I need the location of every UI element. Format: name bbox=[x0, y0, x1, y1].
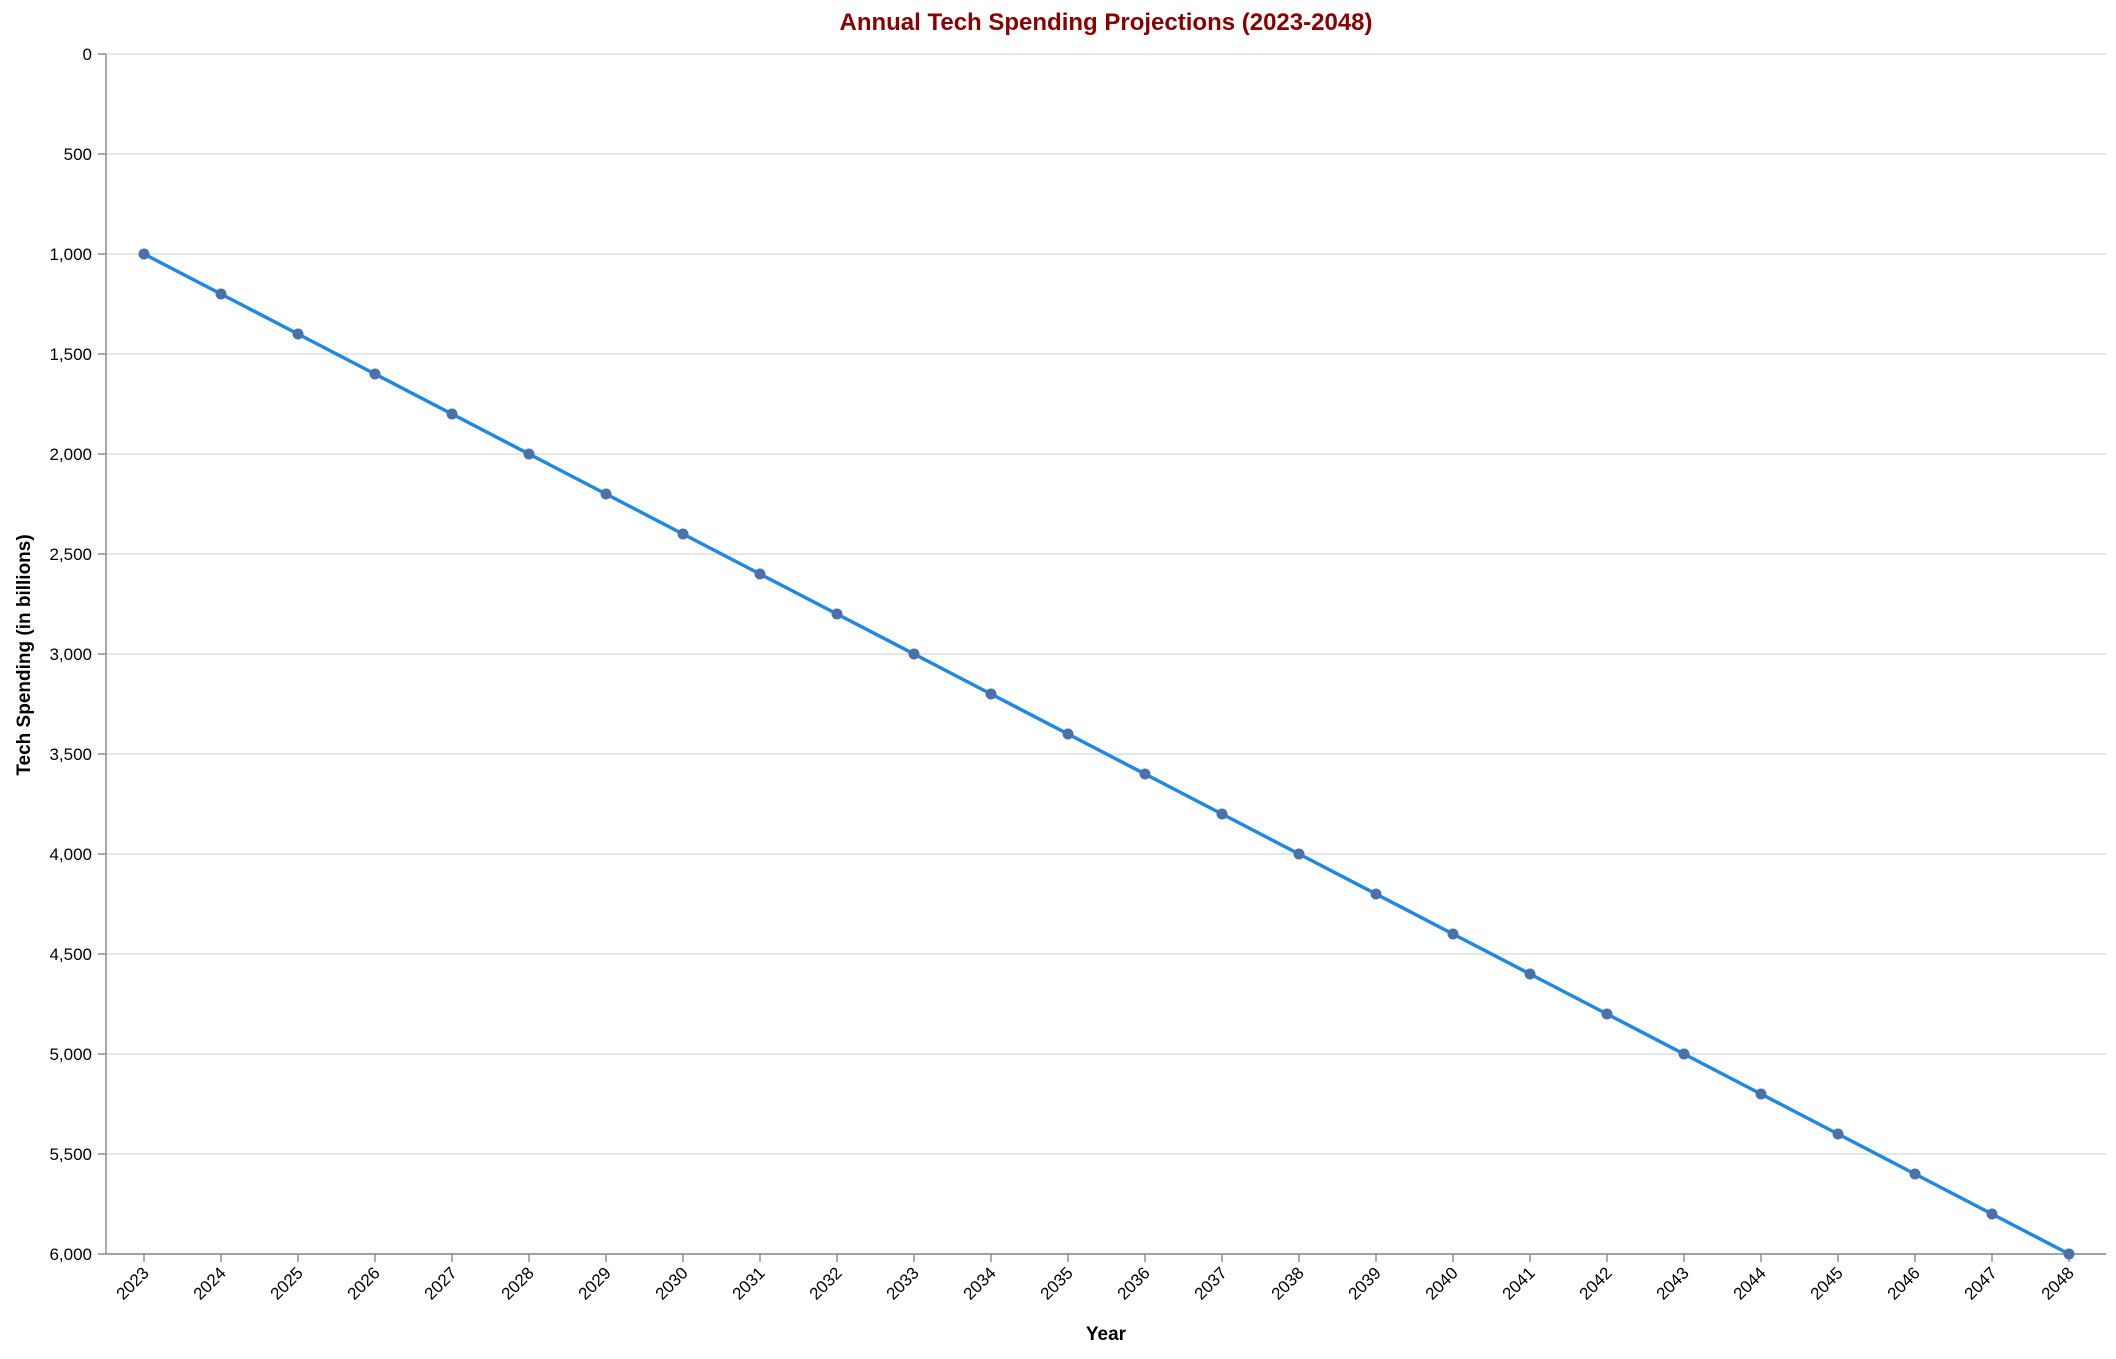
x-tick-label: 2033 bbox=[883, 1263, 923, 1303]
y-tick-label: 5,500 bbox=[49, 1145, 92, 1164]
x-tick-label: 2040 bbox=[1422, 1263, 1462, 1303]
data-point bbox=[1524, 968, 1536, 980]
data-point bbox=[1447, 928, 1459, 940]
x-tick-label: 2036 bbox=[1114, 1263, 1154, 1303]
data-point bbox=[2063, 1248, 2075, 1260]
x-tick-label: 2023 bbox=[113, 1263, 153, 1303]
x-tick-label: 2026 bbox=[344, 1263, 384, 1303]
y-tick-label: 4,500 bbox=[49, 945, 92, 964]
data-point bbox=[1909, 1168, 1921, 1180]
x-tick-label: 2025 bbox=[267, 1263, 307, 1303]
x-tick-label: 2027 bbox=[421, 1263, 461, 1303]
x-tick-label: 2034 bbox=[960, 1263, 1000, 1303]
y-axis-title: Tech Spending (in billions) bbox=[14, 534, 35, 775]
x-tick-label: 2046 bbox=[1884, 1263, 1924, 1303]
y-tick-label: 5,000 bbox=[49, 1045, 92, 1064]
x-tick-label: 2047 bbox=[1961, 1263, 2001, 1303]
data-point bbox=[754, 568, 766, 580]
y-tick-label: 2,000 bbox=[49, 445, 92, 464]
data-point bbox=[369, 368, 381, 380]
data-point bbox=[1139, 768, 1151, 780]
series-line bbox=[143, 252, 2070, 1256]
data-point bbox=[1216, 808, 1228, 820]
data-point bbox=[292, 328, 304, 340]
x-tick-label: 2028 bbox=[498, 1263, 538, 1303]
data-point bbox=[1370, 888, 1382, 900]
data-point bbox=[523, 448, 535, 460]
data-point bbox=[1601, 1008, 1613, 1020]
data-point bbox=[1986, 1208, 1998, 1220]
data-point bbox=[908, 648, 920, 660]
x-axis-title: Year bbox=[1086, 1324, 1127, 1345]
data-point bbox=[1293, 848, 1305, 860]
data-point bbox=[677, 528, 689, 540]
data-point bbox=[1832, 1128, 1844, 1140]
series-layer bbox=[138, 248, 2075, 1260]
x-tick-label: 2030 bbox=[652, 1263, 692, 1303]
data-point bbox=[215, 288, 227, 300]
x-tick-label: 2041 bbox=[1499, 1263, 1539, 1303]
data-point bbox=[831, 608, 843, 620]
x-tick-label: 2038 bbox=[1268, 1263, 1308, 1303]
y-tick-label: 1,000 bbox=[49, 245, 92, 264]
y-tick-label: 2,500 bbox=[49, 545, 92, 564]
gridlines bbox=[106, 53, 2106, 1255]
x-tick-label: 2031 bbox=[729, 1263, 769, 1303]
x-tick-label: 2045 bbox=[1807, 1263, 1847, 1303]
data-point bbox=[446, 408, 458, 420]
x-tick-label: 2048 bbox=[2038, 1263, 2078, 1303]
y-tick-label: 1,500 bbox=[49, 345, 92, 364]
y-tick-label: 3,000 bbox=[49, 645, 92, 664]
data-point bbox=[1678, 1048, 1690, 1060]
x-tick-label: 2042 bbox=[1576, 1263, 1616, 1303]
x-tick-label: 2037 bbox=[1191, 1263, 1231, 1303]
y-tick-label: 3,500 bbox=[49, 745, 92, 764]
chart-title: Annual Tech Spending Projections (2023-2… bbox=[839, 9, 1372, 36]
y-tick-label: 4,000 bbox=[49, 845, 92, 864]
x-tick-label: 2029 bbox=[575, 1263, 615, 1303]
x-tick-label: 2024 bbox=[190, 1263, 230, 1303]
x-tick-label: 2032 bbox=[806, 1263, 846, 1303]
x-tick-label: 2043 bbox=[1653, 1263, 1693, 1303]
y-tick-label: 500 bbox=[64, 145, 92, 164]
data-point bbox=[1062, 728, 1074, 740]
x-tick-label: 2035 bbox=[1037, 1263, 1077, 1303]
data-point bbox=[985, 688, 997, 700]
y-tick-label: 0 bbox=[83, 45, 92, 64]
data-point bbox=[1755, 1088, 1767, 1100]
x-tick-label: 2044 bbox=[1730, 1263, 1770, 1303]
data-point bbox=[138, 248, 150, 260]
x-tick-label: 2039 bbox=[1345, 1263, 1385, 1303]
data-point bbox=[600, 488, 612, 500]
y-tick-label: 6,000 bbox=[49, 1245, 92, 1264]
